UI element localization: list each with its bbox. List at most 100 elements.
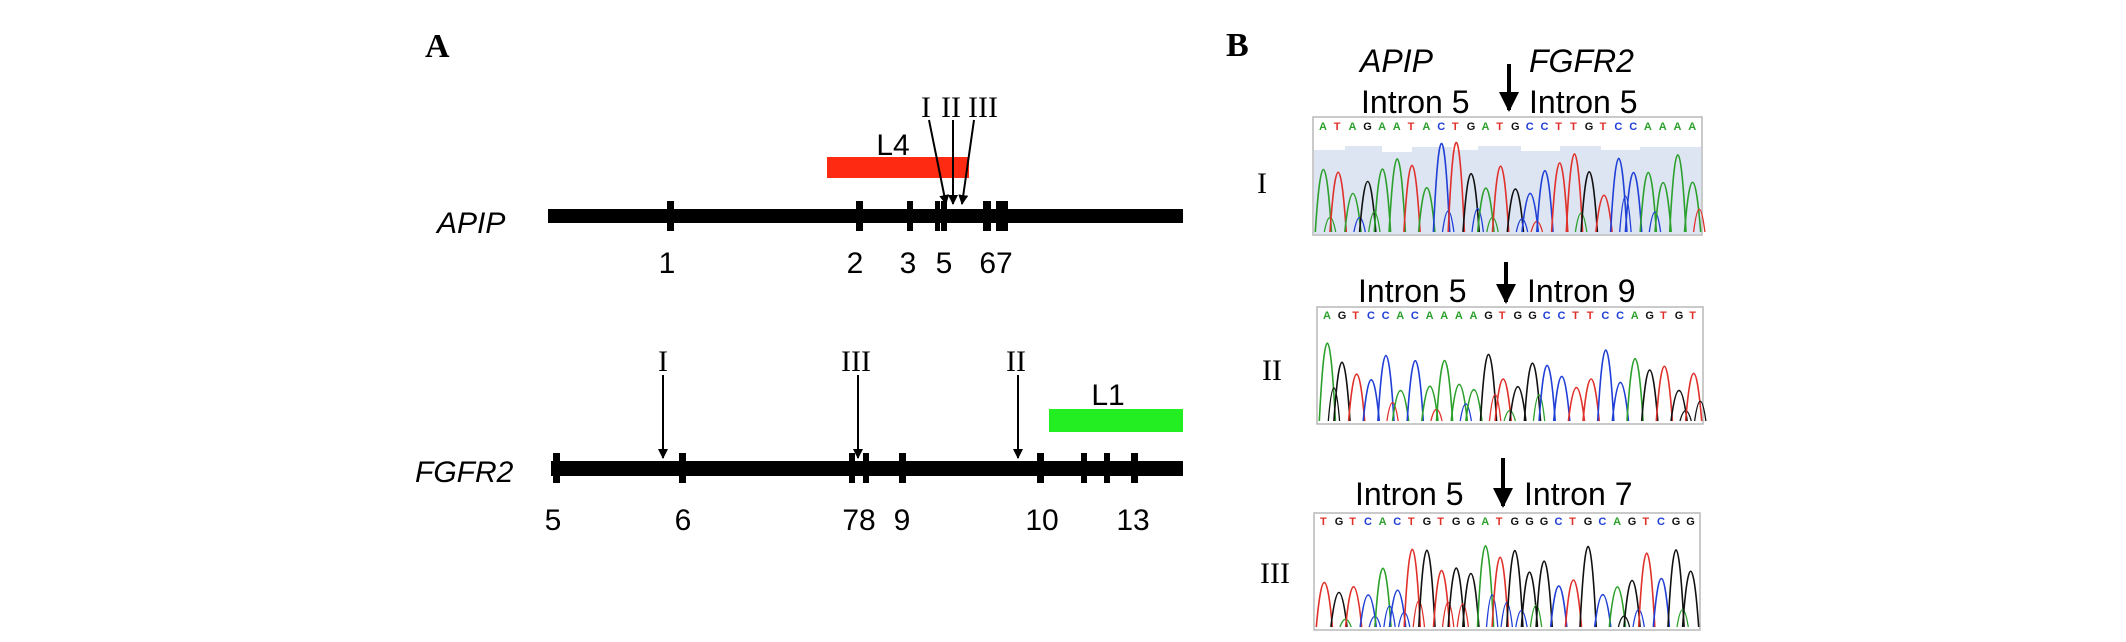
chromatogram-peak xyxy=(1441,602,1455,628)
chromatogram-peaks xyxy=(1318,342,1707,422)
chromatogram-peak xyxy=(1639,172,1658,233)
chromatogram-peak xyxy=(1494,378,1512,422)
apip-exon-label: 1 xyxy=(659,247,676,280)
apip-exon-label: 67 xyxy=(979,247,1012,280)
apip-lesion-l4-bar xyxy=(827,157,969,178)
chromatogram-peak xyxy=(1485,594,1499,628)
chromatogram-peak xyxy=(1637,552,1656,628)
apip-exon-5 xyxy=(941,201,947,231)
chromatogram-peak xyxy=(1552,375,1571,422)
chromatogram-peak xyxy=(1329,171,1348,233)
panel-b-label: B xyxy=(1226,27,1249,64)
apip-breakpoint-arrow xyxy=(958,119,975,205)
fgfr2-exon-label: 6 xyxy=(675,504,692,537)
chromatogram-peak xyxy=(1491,556,1509,628)
apip-breakpoint-label: III xyxy=(968,91,998,124)
chromatogram-peak xyxy=(1377,354,1395,422)
chromatogram-peak xyxy=(1506,550,1524,628)
chromatogram-peak xyxy=(1344,586,1363,628)
chromatogram-peak xyxy=(1667,549,1685,628)
chromatogram-peak xyxy=(1654,181,1672,233)
chromatogram-peak xyxy=(1640,369,1659,422)
chromatogram-peak xyxy=(1373,168,1392,233)
chromatogram-peak xyxy=(1374,567,1392,628)
junction-gene-left: APIP xyxy=(1358,43,1434,79)
chromatogram-peak xyxy=(1418,549,1436,628)
chromatogram-peak xyxy=(1430,408,1443,422)
chromatogram-peak xyxy=(1670,389,1688,422)
chromatogram-peak xyxy=(1632,608,1645,628)
chromatogram-peak xyxy=(1529,604,1543,628)
trace-id-label: II xyxy=(1262,354,1282,387)
apip-breakpoint-label: II xyxy=(941,91,961,124)
chromatogram-peak xyxy=(1564,579,1583,628)
apip-exon-6 xyxy=(983,201,991,231)
chromatogram-peak xyxy=(1327,387,1341,422)
trace-left-label: Intron 5 xyxy=(1361,84,1470,120)
fgfr2-lesion-l1-label: L1 xyxy=(1091,379,1124,412)
chromatogram-peak xyxy=(1506,188,1525,233)
fgfr2-exon-7 xyxy=(849,453,855,483)
fgfr2-exon-10 xyxy=(1037,453,1044,483)
chromatogram-peak xyxy=(1652,577,1671,628)
chromatogram-peak xyxy=(1676,608,1689,628)
trace-left-label: Intron 5 xyxy=(1355,476,1464,512)
fgfr2-breakpoint-label: II xyxy=(1006,345,1026,378)
chromatogram-peak xyxy=(1693,400,1707,422)
apip-exon-4 xyxy=(935,201,940,231)
chromatogram-peak xyxy=(1486,216,1499,233)
chromatogram-peak xyxy=(1521,192,1540,233)
chromatogram-peak xyxy=(1582,378,1600,422)
chromatogram-peak xyxy=(1536,169,1554,233)
apip-intron-line xyxy=(548,209,1183,223)
chromatogram-peak xyxy=(1580,171,1599,233)
apip-exon-label: 3 xyxy=(900,247,917,280)
fgfr2-breakpoint-label: I xyxy=(658,345,668,378)
apip-exon-1 xyxy=(667,201,674,231)
fgfr2-exon-13 xyxy=(1131,453,1138,483)
chromatogram-peak xyxy=(1339,618,1352,628)
chromatogram-peak xyxy=(1609,157,1628,233)
chromatogram-peak xyxy=(1447,567,1466,628)
chromatogram-peak xyxy=(1476,187,1495,233)
apip-breakpoint-arrow xyxy=(928,119,950,205)
apip-exon-label: 5 xyxy=(936,247,953,280)
chromatogram-peak xyxy=(1515,609,1528,628)
trace-id-label: III xyxy=(1260,557,1290,590)
chromatogram-peak xyxy=(1608,586,1627,628)
chromatogram-peak xyxy=(1679,410,1692,422)
chromatogram-peak xyxy=(1515,218,1529,233)
apip-lesion-l4-label: L4 xyxy=(876,129,909,162)
chromatogram-peak xyxy=(1596,349,1615,422)
fgfr2-gene-track: FGFR2 5 6 78 9 10 13 L1 I III II xyxy=(415,345,1183,537)
chromatogram-peak xyxy=(1626,357,1644,422)
chromatogram-peak xyxy=(1565,153,1584,233)
chromatogram-peak xyxy=(1421,385,1439,422)
chromatogram-peak xyxy=(1684,372,1703,422)
trace-id-label: I xyxy=(1257,167,1267,200)
chromatogram-peak xyxy=(1412,600,1426,628)
chromatogram-peaks xyxy=(1314,141,1706,233)
apip-exon-7 xyxy=(996,201,1008,231)
fgfr2-exon-5 xyxy=(553,453,560,483)
chromatogram-peak xyxy=(1681,570,1700,628)
chromatogram-peak xyxy=(1362,379,1381,422)
fgfr2-exon-11 xyxy=(1081,453,1087,483)
trace-right-label: Intron 5 xyxy=(1529,84,1638,120)
chromatogram-peak xyxy=(1668,154,1687,233)
chromatogram-peak xyxy=(1692,208,1706,233)
chromatogram-peak xyxy=(1500,602,1514,628)
chromatogram-peak xyxy=(1567,386,1586,422)
apip-gene-name: APIP xyxy=(435,207,505,240)
chromatogram-peak xyxy=(1450,383,1469,422)
fgfr2-exon-label: 78 xyxy=(842,504,875,537)
chromatogram-peak xyxy=(1535,560,1553,628)
chromatogram-peak xyxy=(1462,573,1480,628)
chromatogram-peak xyxy=(1391,389,1410,422)
chromatogram-peak xyxy=(1315,581,1334,628)
chromatogram-peak xyxy=(1403,548,1422,628)
